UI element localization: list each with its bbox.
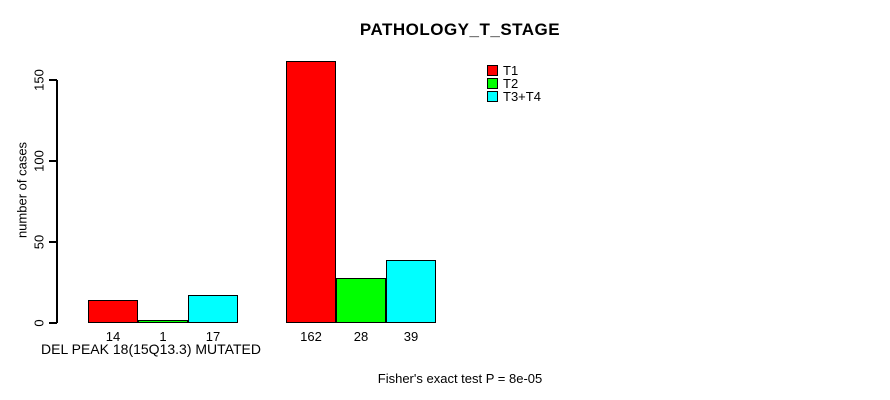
legend-item: T3+T4: [487, 89, 541, 104]
y-axis-tick: [49, 79, 57, 81]
bar-value-label: 162: [300, 329, 322, 344]
legend-item: T2: [487, 76, 541, 91]
chart-title: PATHOLOGY_T_STAGE: [359, 20, 561, 39]
bar-value-label: 1: [159, 329, 167, 344]
y-axis-label: number of cases: [14, 141, 30, 239]
legend-swatch: [487, 65, 498, 76]
bar-t3-t4: [386, 260, 436, 323]
y-axis-tick-label: 100: [31, 150, 47, 172]
legend: T1 T2 T3+T4: [487, 63, 541, 104]
bar-t2: [138, 320, 188, 323]
y-axis-tick-label: 0: [31, 319, 47, 327]
y-axis-tick: [49, 322, 57, 324]
bar-value-label: 28: [353, 329, 369, 344]
legend-swatch: [487, 91, 498, 102]
bar-value-label: 17: [205, 329, 221, 344]
bar-t1: [286, 61, 336, 323]
x-axis-group-label: DEL PEAK 18(15Q13.3) MUTATED: [41, 341, 261, 357]
legend-label: T1: [503, 63, 519, 78]
fisher-test-annotation: Fisher's exact test P = 8e-05: [377, 371, 543, 386]
bar-t3-t4: [188, 295, 238, 323]
legend-swatch: [487, 78, 498, 89]
legend-item: T1: [487, 63, 541, 78]
bar-t2: [336, 278, 386, 323]
y-axis-line: [56, 80, 58, 323]
y-axis-tick: [49, 160, 57, 162]
bar-value-label: 14: [105, 329, 121, 344]
y-axis-tick: [49, 241, 57, 243]
legend-label: T3+T4: [503, 89, 541, 104]
bar-t1: [88, 300, 138, 323]
legend-label: T2: [503, 76, 519, 91]
y-axis-tick-label: 150: [31, 69, 47, 91]
y-axis-tick-label: 50: [31, 234, 47, 250]
bar-value-label: 39: [403, 329, 419, 344]
